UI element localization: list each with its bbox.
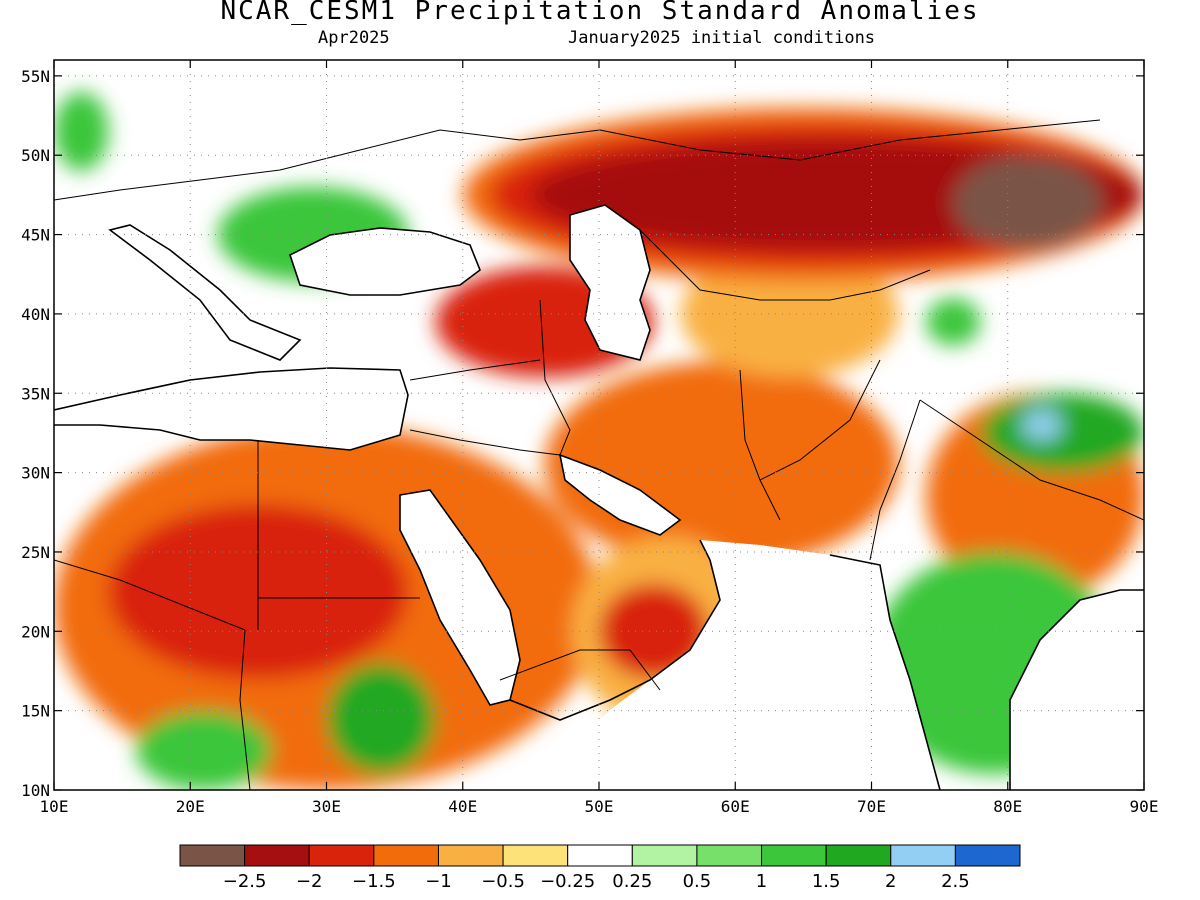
anomaly-region-19 <box>926 298 981 346</box>
anomaly-region-5 <box>599 583 708 679</box>
init-conditions-label: January2025 initial conditions <box>568 28 876 48</box>
arabian-coast <box>509 539 721 721</box>
lat-tick-label: 45N <box>21 226 50 245</box>
lat-tick-label: 50N <box>21 146 50 165</box>
colorbar-swatch <box>631 844 698 867</box>
colorbar-swatch <box>890 844 956 867</box>
lon-tick-label: 60E <box>721 797 750 816</box>
lon-tick-label: 50E <box>585 797 614 816</box>
bay-of-bengal <box>1010 590 1144 790</box>
colorbar-label: 1 <box>756 871 767 892</box>
anomaly-region-15 <box>135 710 272 790</box>
red-sea <box>400 490 520 705</box>
border-russia-kazakhstan <box>519 119 1101 161</box>
valid-month-label: Apr2025 <box>318 28 390 48</box>
colorbar-swatch <box>437 844 504 867</box>
arabian-sea <box>560 540 940 790</box>
mediterranean-coast <box>54 367 409 451</box>
colorbar-swatch <box>308 844 375 867</box>
border-sudan-chad <box>239 629 251 790</box>
border-turkey-syria <box>409 359 541 381</box>
border-saudi-yemen <box>499 649 661 691</box>
black-sea <box>290 228 480 295</box>
adriatic-aegean <box>110 225 300 360</box>
lat-tick-label: 55N <box>21 67 50 86</box>
axis-ticks: 10E 20E 30E 40E 50E 60E 70E 80E 90E 10N 15N 20N 25N 3… <box>21 60 1158 816</box>
colorbar-swatch <box>502 844 569 867</box>
lon-tick-label: 20E <box>176 797 205 816</box>
colorbar-swatch <box>696 844 763 867</box>
lat-tick-label: 40N <box>21 305 50 324</box>
colorbar-swatch <box>244 844 310 867</box>
lon-tick-label: 30E <box>312 797 341 816</box>
anomaly-region-14 <box>326 663 436 775</box>
border-europe-north <box>54 129 521 201</box>
anomaly-region-16 <box>980 393 1144 473</box>
colorbar-label: 0.25 <box>612 871 652 892</box>
colorbar-swatch <box>761 844 827 867</box>
lon-tick-label: 40E <box>448 797 477 816</box>
border-india-pakistan <box>869 399 921 561</box>
colorbar-label: −0.5 <box>481 871 525 892</box>
border-libya-chad <box>54 559 246 631</box>
colorbar-swatch <box>954 844 1021 867</box>
lon-tick-label: 10E <box>40 797 69 816</box>
lat-tick-label: 35N <box>21 384 50 403</box>
colorbar-label: −1.5 <box>352 871 396 892</box>
lat-tick-label: 20N <box>21 622 50 641</box>
colorbar-label: −1 <box>425 871 452 892</box>
red-sea-coast <box>399 489 521 706</box>
caspian-coast <box>569 204 651 361</box>
colorbar-label: −0.25 <box>540 871 595 892</box>
coastlines <box>54 204 1144 790</box>
lon-tick-label: 90E <box>1130 797 1159 816</box>
persian-gulf <box>560 455 680 535</box>
adriatic-coast <box>108 224 302 361</box>
gridlines <box>54 60 1144 790</box>
border-iraq-saudi <box>409 429 561 456</box>
colorbar-label: −2.5 <box>223 871 267 892</box>
colorbar-label: 0.5 <box>683 871 712 892</box>
anomaly-region-13 <box>54 91 109 172</box>
country-borders <box>54 119 1144 790</box>
india-coast <box>829 554 1144 790</box>
persian-gulf-coast <box>558 453 682 536</box>
colorbar-swatch <box>179 844 246 867</box>
anomaly-region-1 <box>544 361 899 568</box>
colorbar-swatch <box>825 844 892 867</box>
lat-tick-label: 10N <box>21 781 50 800</box>
lon-tick-label: 70E <box>857 797 886 816</box>
mediterranean-sea <box>54 368 408 450</box>
lon-tick-label: 80E <box>993 797 1022 816</box>
colorbar-swatch <box>567 844 633 867</box>
border-kazakhstan-south <box>639 229 931 301</box>
border-iran-afghan <box>739 369 781 521</box>
map-title: NCAR_CESM1 Precipitation Standard Anomal… <box>220 0 980 26</box>
border-afghan-pakistan <box>759 359 881 481</box>
anomaly-region-11 <box>953 155 1104 251</box>
colorbar: −2.5 −2 −1.5 −1 −0.5 −0.25 0.25 0.5 1 1.5 2 2.5 <box>179 844 1021 892</box>
colorbar-label: 2 <box>885 871 896 892</box>
lat-tick-label: 25N <box>21 543 50 562</box>
anomaly-region-17 <box>1021 409 1063 441</box>
colorbar-swatch <box>373 844 439 867</box>
lat-tick-label: 15N <box>21 702 50 721</box>
black-sea-coast <box>289 227 481 296</box>
colorbar-label: 2.5 <box>941 871 970 892</box>
masked-areas <box>54 205 1144 790</box>
border-iran-iraq <box>539 299 571 456</box>
colorbar-label: −2 <box>296 871 323 892</box>
colorbar-label: 1.5 <box>812 871 841 892</box>
border-china-india <box>919 399 1144 521</box>
caspian-sea <box>570 205 650 360</box>
lat-tick-label: 30N <box>21 464 50 483</box>
